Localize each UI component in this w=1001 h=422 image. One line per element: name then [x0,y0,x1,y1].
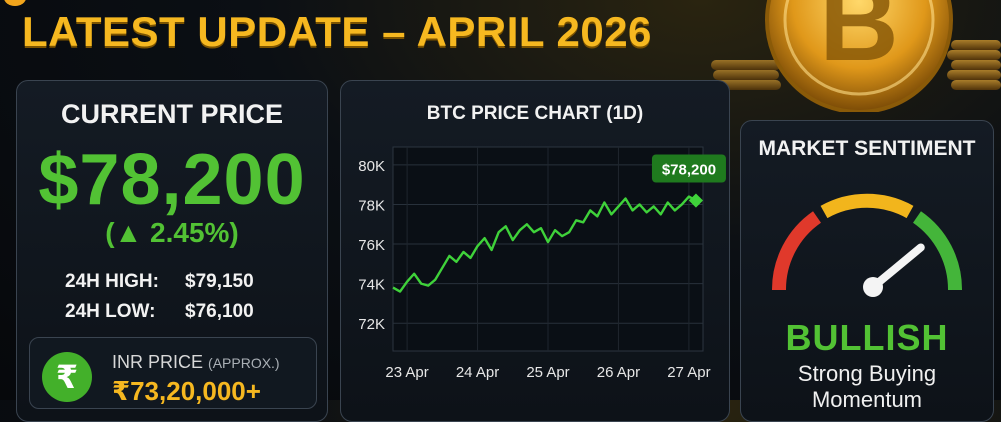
btc-price-line [392,195,697,293]
sentiment-status: BULLISH [785,317,949,358]
x-tick-label: 26 Apr [597,364,640,381]
brand-logo-fragment [4,0,26,6]
high-24h-label: 24H HIGH: [65,271,159,292]
gauge-green-arc [912,211,963,291]
high-24h-row: 24H HIGH: $79,150 [65,271,254,293]
inr-label-text: INR PRICE [112,352,204,372]
x-tick-label: 25 Apr [526,364,569,381]
price-change-percent: (▲ 2.45%) [105,217,239,248]
price-callout-box [651,154,726,183]
inr-price-label: INR PRICE (APPROX.) [112,352,280,373]
svg-text:B: B [819,0,898,84]
sentiment-subtitle-line2: Momentum [811,387,923,412]
sentiment-title: MARKET SENTIMENT [758,137,976,160]
gauge-needle [869,243,925,291]
btc-chart-panel: BTC PRICE CHART (1D) 72K 74K 76K 78K 80K 23 A… [340,80,730,422]
inr-price-box: ₹ INR PRICE (APPROX.) ₹73,20,000+ [29,337,317,409]
market-sentiment-panel: MARKET SENTIMENT BULLISH Strong Buying M… [740,120,994,422]
high-24h-value: $79,150 [185,271,254,292]
page-headline: LATEST UPDATE – APRIL 2026 [22,8,652,55]
btc-price-chart: 72K 74K 76K 78K 80K 23 Apr 24 Apr 25 Apr 26 Apr 2… [358,146,726,381]
low-24h-label: 24H LOW: [65,301,156,322]
sentiment-subtitle: Strong Buying Momentum [741,361,993,413]
y-tick-label: 72K [358,316,385,333]
price-callout-label: $78,200 [662,162,716,179]
sentiment-subtitle-line1: Strong Buying [797,361,937,386]
gauge-red-arc [771,211,822,291]
x-tick-label: 24 Apr [456,364,499,381]
y-tick-label: 78K [358,197,385,214]
x-tick-label: 27 Apr [667,364,710,381]
chart-title: BTC PRICE CHART (1D) [426,103,644,124]
sentiment-gauge [771,193,963,297]
inr-price-value: ₹73,20,000+ [112,376,261,406]
gauge-hub [863,277,883,297]
rupee-icon: ₹ [42,352,92,402]
inr-label-note: (APPROX.) [208,355,280,371]
low-24h-value: $76,100 [185,301,254,322]
x-tick-label: 23 Apr [385,364,428,381]
current-price-value: $78,200 [38,140,306,220]
bitcoin-coin-image: B [711,0,1001,112]
y-tick-label: 76K [358,237,385,254]
current-price-title: CURRENT PRICE [60,99,283,129]
y-tick-label: 80K [358,158,385,175]
gauge-yellow-arc [820,193,914,219]
low-24h-row: 24H LOW: $76,100 [65,301,254,323]
current-price-panel: CURRENT PRICE $78,200 (▲ 2.45%) 24H HIGH… [16,80,328,422]
y-tick-label: 74K [358,277,385,294]
